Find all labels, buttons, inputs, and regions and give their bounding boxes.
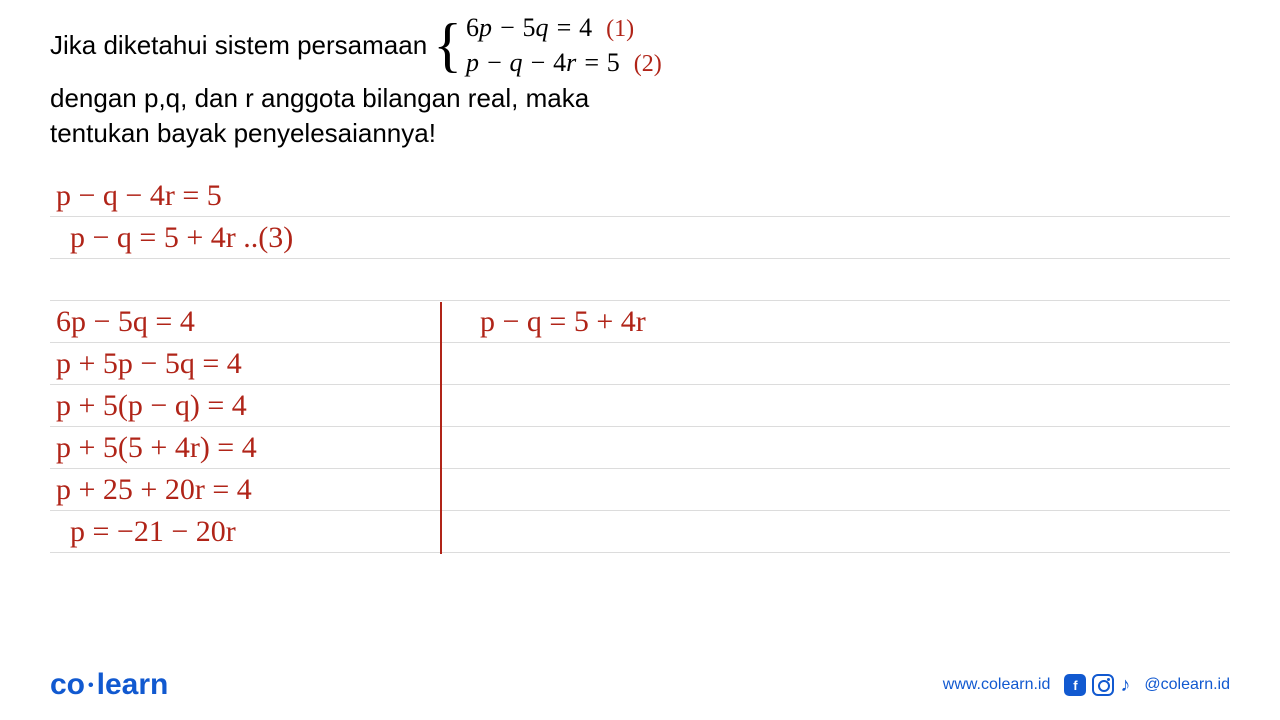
hw-row1-left: p − q − 4r = 5 xyxy=(56,175,222,217)
handwritten-solution: p − q − 4r = 5 p − q = 5 + 4r ..(3) 6p −… xyxy=(50,175,1230,553)
equation-system: { 6p − 5q = 4 (1) p − q − 4r = 5 (2) xyxy=(433,10,662,81)
problem-line3: tentukan bayak penyelesaiannya! xyxy=(50,116,1230,151)
instagram-icon xyxy=(1092,674,1114,696)
annotation-1: (1) xyxy=(606,13,634,45)
problem-statement: Jika diketahui sistem persamaan { 6p − 5… xyxy=(50,10,1230,151)
brace-left: { xyxy=(433,17,462,73)
logo: co•learn xyxy=(50,668,168,702)
hw-row7-left: p + 5(5 + 4r) = 4 xyxy=(56,427,257,469)
hw-row6-left: p + 5(p − q) = 4 xyxy=(56,385,247,427)
hw-row4-left: 6p − 5q = 4 xyxy=(56,301,195,343)
footer: co•learn www.colearn.id f ♪ @colearn.id xyxy=(0,668,1280,702)
problem-intro: Jika diketahui sistem persamaan xyxy=(50,28,427,63)
annotation-2: (2) xyxy=(634,48,662,80)
hw-row8-left: p + 25 + 20r = 4 xyxy=(56,469,252,511)
problem-line2: dengan p,q, dan r anggota bilangan real,… xyxy=(50,81,1230,116)
social-icons: f ♪ xyxy=(1064,674,1130,697)
hw-row5-left: p + 5p − 5q = 4 xyxy=(56,343,242,385)
equation-1: 6p − 5q = 4 xyxy=(466,10,592,45)
hw-row9-left: p = −21 − 20r xyxy=(70,511,236,553)
footer-handle: @colearn.id xyxy=(1144,676,1230,694)
tiktok-icon: ♪ xyxy=(1120,674,1130,697)
logo-co: co xyxy=(50,668,85,701)
footer-url: www.colearn.id xyxy=(943,676,1051,694)
facebook-icon: f xyxy=(1064,674,1086,696)
hw-row4-right: p − q = 5 + 4r xyxy=(480,301,646,343)
equation-2: p − q − 4r = 5 xyxy=(466,45,620,80)
vertical-divider xyxy=(440,302,442,554)
hw-row2-left: p − q = 5 + 4r ..(3) xyxy=(70,217,293,259)
logo-learn: learn xyxy=(97,668,169,701)
